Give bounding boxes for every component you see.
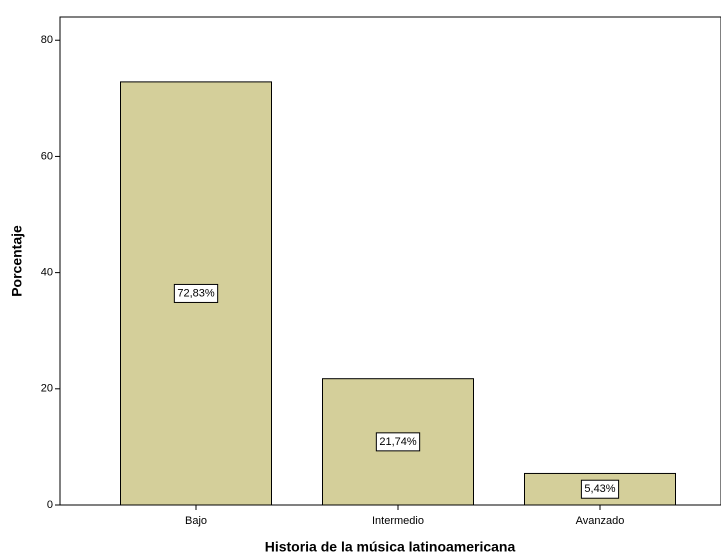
data-label: 5,43% — [584, 483, 615, 495]
x-tick-label: Intermedio — [372, 515, 424, 527]
y-axis-title: Porcentaje — [9, 225, 25, 297]
x-tick-label: Avanzado — [576, 515, 625, 527]
y-tick-label: 60 — [41, 150, 53, 162]
y-tick-label: 80 — [41, 34, 53, 46]
data-label: 72,83% — [177, 287, 215, 299]
y-tick-label: 40 — [41, 267, 53, 279]
x-axis-title: Historia de la música latinoamericana — [265, 539, 516, 555]
x-tick-label: Bajo — [185, 515, 207, 527]
y-tick-label: 20 — [41, 383, 53, 395]
data-label-box — [580, 479, 620, 499]
y-tick-label: 0 — [47, 499, 53, 511]
data-label-box — [375, 432, 421, 452]
data-label-box — [173, 283, 219, 303]
data-label: 21,74% — [379, 436, 417, 448]
